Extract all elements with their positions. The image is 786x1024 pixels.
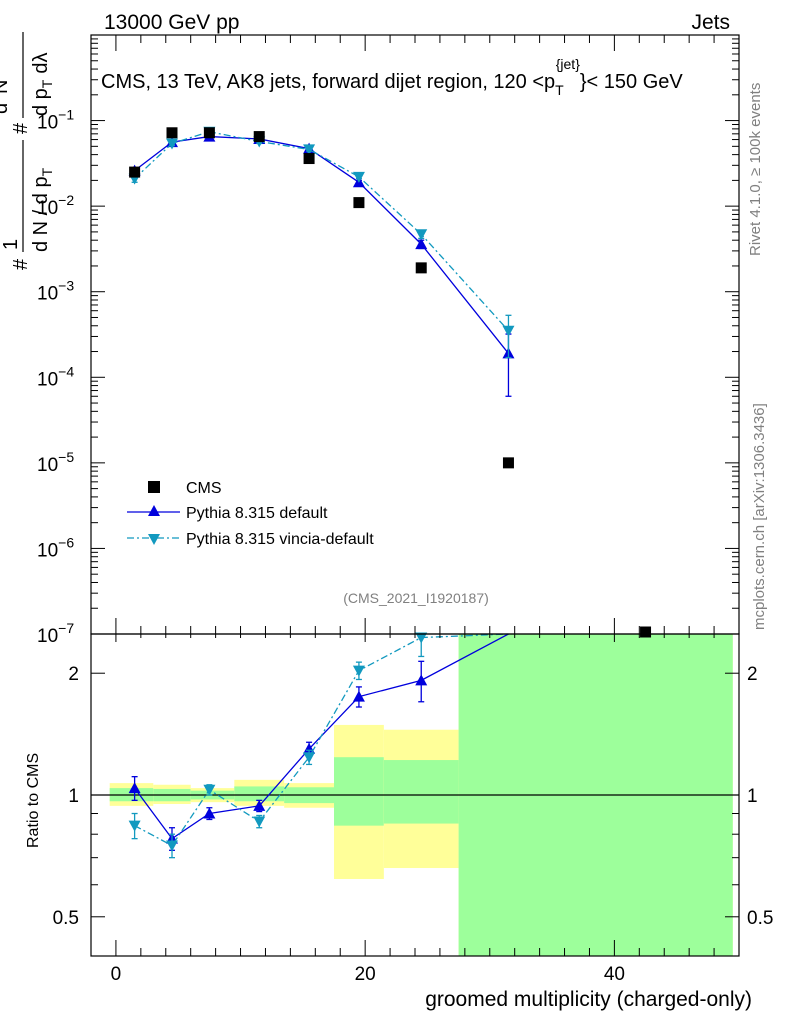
main-plot [128, 126, 652, 638]
pythia-main-line [134, 135, 509, 354]
vincia-ratio-marker-1 [166, 840, 178, 852]
pythia-ratio-marker-3 [253, 799, 266, 811]
cms-marker-2 [203, 127, 215, 139]
svg-text:#: # [10, 122, 32, 134]
main-ytick-label-4: 10−3 [37, 278, 74, 305]
cms-marker-0 [129, 166, 141, 178]
svg-text:#: # [10, 258, 32, 270]
mcplots-label: mcplots.cern.ch [arXiv:1306.3436] [751, 403, 768, 630]
vincia-ratio-marker-3 [253, 816, 266, 828]
pythia-ratio-marker-0 [128, 782, 141, 794]
svg-text:1: 1 [0, 239, 22, 250]
svg-text:d pTdλ: d pTdλ [30, 53, 55, 117]
legend-label-vincia: Pythia 8.315 vincia-default [186, 531, 374, 548]
ratio-plot [91, 632, 739, 859]
vincia-main-line [134, 131, 509, 332]
ratio-ytick-label-left-1: 1 [68, 786, 79, 807]
header-right: Jets [691, 11, 730, 34]
legend-marker-pythia [148, 505, 160, 516]
cms-marker-4 [303, 153, 315, 165]
vincia-ratio-marker-0 [128, 820, 141, 832]
legend-marker-cms [148, 481, 160, 493]
legend-marker-vincia [148, 534, 160, 545]
vincia-ratio-line [134, 633, 509, 847]
svg-text:d N / d pT: d N / d pT [30, 167, 55, 252]
vincia-main-marker-4 [303, 144, 316, 156]
ratio-y-label: Ratio to CMS [25, 753, 42, 848]
band-stat-5 [334, 757, 384, 826]
ratio-ytick-label-left-2: 2 [68, 664, 79, 685]
header-left: 13000 GeV pp [104, 11, 239, 34]
cms-marker-7 [502, 457, 514, 469]
vincia-main-marker-5 [352, 171, 365, 183]
ratio-ytick-label-left-0: 0.5 [53, 908, 79, 929]
vincia-ratio-marker-5 [352, 665, 365, 677]
x-axis-label: groomed multiplicity (charged-only) [425, 988, 752, 1011]
main-ytick-label-3: 10−4 [37, 363, 74, 390]
rivet-label: Rivet 4.1.0, ≥ 100k events [747, 83, 764, 256]
cms-marker-6 [415, 262, 427, 274]
legend: CMS Pythia 8.315 default Pythia 8.315 vi… [127, 480, 374, 548]
vincia-ratio-marker-4 [303, 752, 316, 764]
main-ytick-label-0: 10−7 [37, 620, 74, 647]
cms-marker-1 [166, 127, 178, 139]
band-stat-6 [383, 760, 459, 824]
main-ytick-label-6: 10−1 [37, 107, 74, 134]
pythia-ratio-marker-6 [415, 674, 428, 686]
pythia-ratio-marker-2 [203, 807, 216, 819]
band-stat-3 [234, 786, 285, 802]
ratio-ytick-label-right-1: 1 [747, 786, 758, 807]
main-ytick-label-5: 10−2 [37, 192, 74, 219]
xtick-label-2: 40 [604, 964, 625, 985]
xtick-label-0: 0 [111, 964, 122, 985]
vincia-main-marker-6 [415, 229, 428, 241]
main-ytick-label-2: 10−5 [37, 449, 74, 476]
svg-text:N: N [0, 80, 12, 94]
plot-title: CMS, 13 TeV, AK8 jets, forward dijet reg… [101, 56, 683, 98]
cms-marker-8 [640, 626, 652, 638]
axes: 10−710−610−510−410−310−210−10.5 0.51 12 20 2… [37, 34, 773, 985]
main-ytick-label-1: 10−6 [37, 534, 74, 561]
vincia-main-marker-1 [166, 138, 178, 150]
vincia-ratio-marker-2 [203, 784, 216, 796]
xtick-label-1: 20 [355, 964, 376, 985]
legend-label-pythia: Pythia 8.315 default [186, 505, 328, 522]
vincia-main-marker-7 [502, 325, 515, 337]
y-axis-label: # 1 d N / d pT # d 2 N d pTdλ [0, 32, 55, 270]
cms-marker-5 [353, 197, 365, 209]
pythia-ratio-line [134, 633, 509, 840]
cms-marker-3 [253, 131, 265, 143]
ratio-ytick-label-right-0: 0.5 [747, 908, 773, 929]
vincia-ratio-marker-6 [415, 632, 428, 644]
pythia-ratio-marker-5 [352, 690, 365, 702]
legend-label-cms: CMS [186, 480, 222, 497]
ratio-ytick-label-right-2: 2 [747, 664, 758, 685]
pythia-main-marker-6 [415, 238, 428, 250]
svg-text:d: d [0, 103, 12, 114]
analysis-tag: (CMS_2021_I1920187) [343, 590, 489, 606]
